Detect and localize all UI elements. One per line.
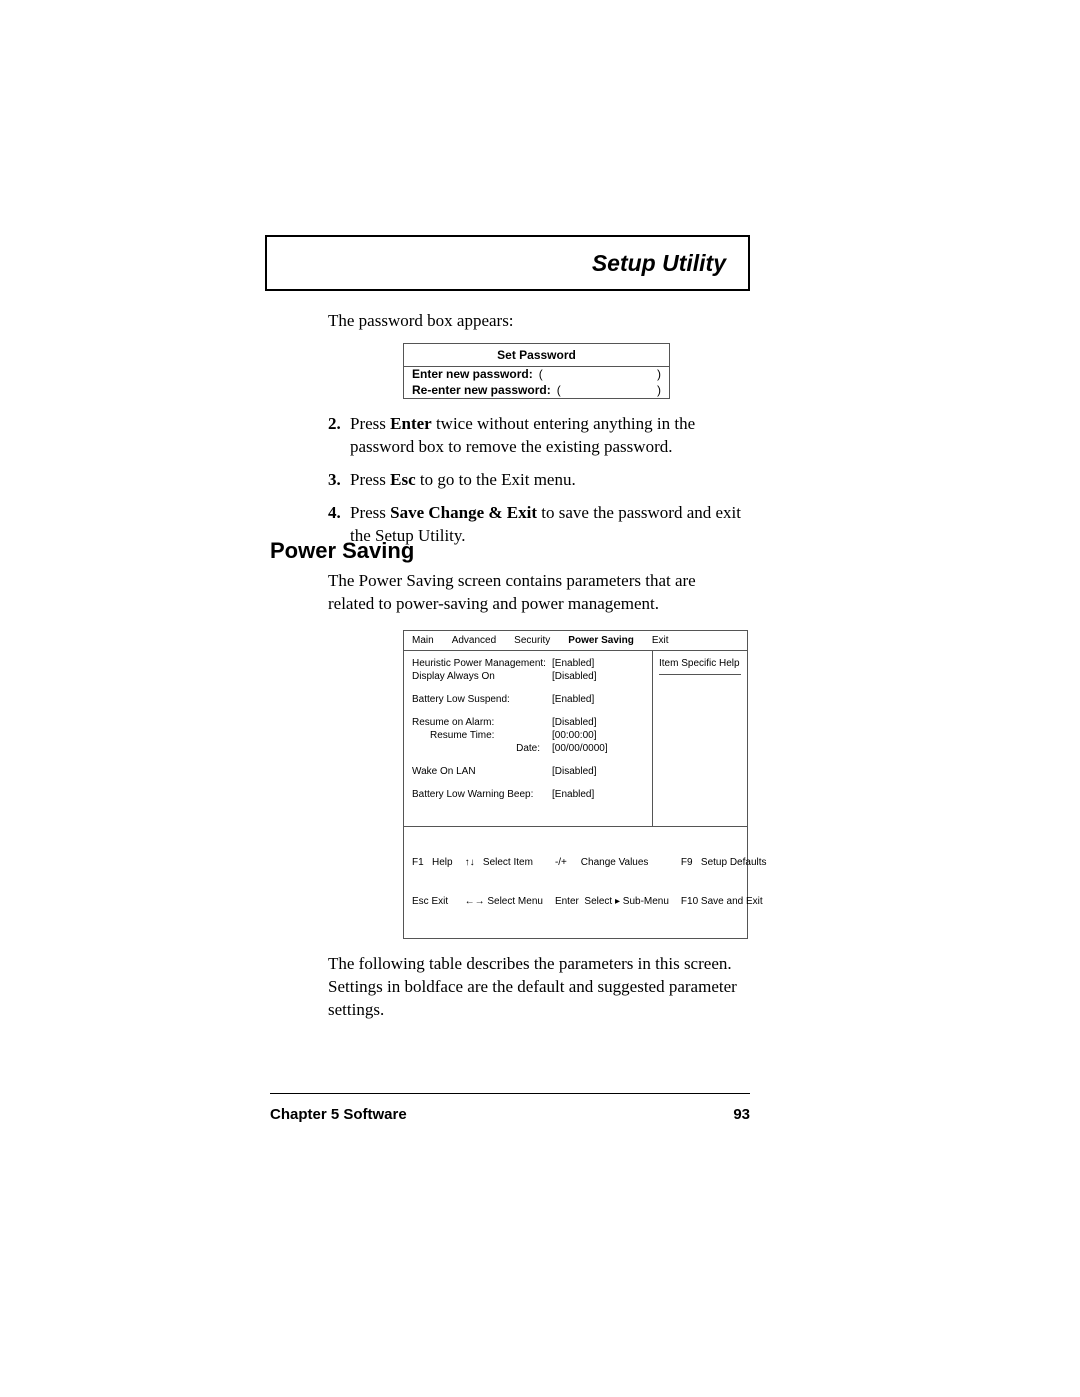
bios-help-panel: Item Specific Help <box>652 651 747 826</box>
bios-setting-value: [00:00:00] <box>552 729 596 742</box>
bios-setting-label: Resume Time: <box>412 729 552 742</box>
bios-setting-value: [00/00/0000] <box>552 742 608 755</box>
bios-help-title: Item Specific Help <box>659 657 741 675</box>
bios-foot-col: ↑↓ Select Item ←→ Select Menu <box>465 830 543 934</box>
bios-figure: MainAdvancedSecurityPower SavingExit Heu… <box>403 630 748 939</box>
paren-open: ( <box>533 367 543 383</box>
steps-list: 2.Press Enter twice without entering any… <box>328 413 743 548</box>
bios-spacer <box>412 755 644 765</box>
bios-setting-label: Battery Low Warning Beep: <box>412 788 552 801</box>
bios-setting-value: [Disabled] <box>552 765 596 778</box>
paren-close: ) <box>657 367 661 383</box>
bios-menu-item: Main <box>412 634 452 647</box>
paren-open: ( <box>551 383 561 399</box>
bios-foot-item: ←→ Select Menu <box>465 895 543 908</box>
password-row-label: Re-enter new password: <box>412 383 551 399</box>
step-item: 3.Press Esc to go to the Exit menu. <box>328 469 743 492</box>
bios-setting-label: Battery Low Suspend: <box>412 693 552 706</box>
bios-spacer <box>412 683 644 693</box>
bios-setting-value: [Disabled] <box>552 670 596 683</box>
page: Setup Utility The password box appears: … <box>0 0 1080 1397</box>
bios-menu-item: Security <box>514 634 568 647</box>
bios-setting-label: Date: <box>412 742 552 755</box>
bios-setting-label: Display Always On <box>412 670 552 683</box>
bios-foot-col: -/+ Change Values Enter Select ▸ Sub-Men… <box>555 830 669 934</box>
bios-setting-label: Resume on Alarm: <box>412 716 552 729</box>
bios-settings-panel: Heuristic Power Management:[Enabled]Disp… <box>404 651 652 826</box>
body-column-2: The Power Saving screen contains paramet… <box>328 570 743 1022</box>
password-field-space <box>543 367 657 383</box>
step-text: Press Enter twice without entering anyth… <box>350 413 743 459</box>
outro-text: The following table describes the parame… <box>328 953 743 1022</box>
section-intro: The Power Saving screen contains paramet… <box>328 570 743 616</box>
intro-text: The password box appears: <box>328 310 743 333</box>
bios-setting-value: [Enabled] <box>552 693 594 706</box>
bios-setting-row: Date:[00/00/0000] <box>412 742 644 755</box>
bios-foot-col: F9 Setup Defaults F10 Save and Exit <box>681 830 767 934</box>
bios-setting-value: [Enabled] <box>552 657 594 670</box>
bios-setting-row: Display Always On[Disabled] <box>412 670 644 683</box>
footer-chapter: Chapter 5 Software <box>270 1106 407 1123</box>
bios-setting-row: Battery Low Warning Beep:[Enabled] <box>412 788 644 801</box>
bios-setting-value: [Disabled] <box>552 716 596 729</box>
page-footer: Chapter 5 Software 93 <box>270 1106 750 1123</box>
bios-body: Heuristic Power Management:[Enabled]Disp… <box>404 651 747 827</box>
footer-page-number: 93 <box>733 1106 750 1123</box>
bios-foot-item: ↑↓ Select Item <box>465 856 543 869</box>
password-field-space <box>561 383 657 399</box>
bios-setting-row: Heuristic Power Management:[Enabled] <box>412 657 644 670</box>
bios-menu-item: Power Saving <box>568 634 652 647</box>
step-bold: Esc <box>390 470 416 489</box>
bios-foot-col: F1 Help Esc Exit <box>412 830 453 934</box>
bios-setting-row: Battery Low Suspend:[Enabled] <box>412 693 644 706</box>
bios-spacer <box>412 706 644 716</box>
header-title-box: Setup Utility <box>265 235 750 291</box>
password-row-label: Enter new password: <box>412 367 533 383</box>
bios-setting-label: Wake On LAN <box>412 765 552 778</box>
header-title: Setup Utility <box>592 250 726 277</box>
bios-footer: F1 Help Esc Exit ↑↓ Select Item ←→ Selec… <box>404 827 747 938</box>
bios-foot-item: F9 Setup Defaults <box>681 856 767 869</box>
paren-close: ) <box>657 383 661 399</box>
step-number: 2. <box>328 413 350 459</box>
step-bold: Enter <box>390 414 432 433</box>
step-bold: Save Change & Exit <box>390 503 537 522</box>
password-box-title: Set Password <box>404 344 669 367</box>
bios-setting-row: Resume on Alarm:[Disabled] <box>412 716 644 729</box>
bios-menu-bar: MainAdvancedSecurityPower SavingExit <box>404 631 747 651</box>
bios-foot-item: F1 Help <box>412 856 453 869</box>
bios-setting-value: [Enabled] <box>552 788 594 801</box>
bios-setting-row: Wake On LAN[Disabled] <box>412 765 644 778</box>
password-row: Enter new password: ( ) <box>404 367 669 383</box>
bios-foot-item: Esc Exit <box>412 895 453 908</box>
password-row: Re-enter new password: ( ) <box>404 383 669 399</box>
bios-setting-label: Heuristic Power Management: <box>412 657 552 670</box>
step-number: 3. <box>328 469 350 492</box>
step-text: Press Esc to go to the Exit menu. <box>350 469 743 492</box>
password-box-figure: Set Password Enter new password: ( ) Re-… <box>403 343 670 399</box>
bios-foot-item: F10 Save and Exit <box>681 895 767 908</box>
bios-foot-item: Enter Select ▸ Sub-Menu <box>555 895 669 908</box>
step-item: 2.Press Enter twice without entering any… <box>328 413 743 459</box>
bios-menu-item: Exit <box>652 634 687 647</box>
bios-menu-item: Advanced <box>452 634 514 647</box>
bios-foot-item: -/+ Change Values <box>555 856 669 869</box>
footer-rule <box>270 1093 750 1094</box>
bios-spacer <box>412 778 644 788</box>
section-heading: Power Saving <box>270 538 414 564</box>
bios-setting-row: Resume Time:[00:00:00] <box>412 729 644 742</box>
body-column-1: The password box appears: Set Password E… <box>328 310 743 558</box>
